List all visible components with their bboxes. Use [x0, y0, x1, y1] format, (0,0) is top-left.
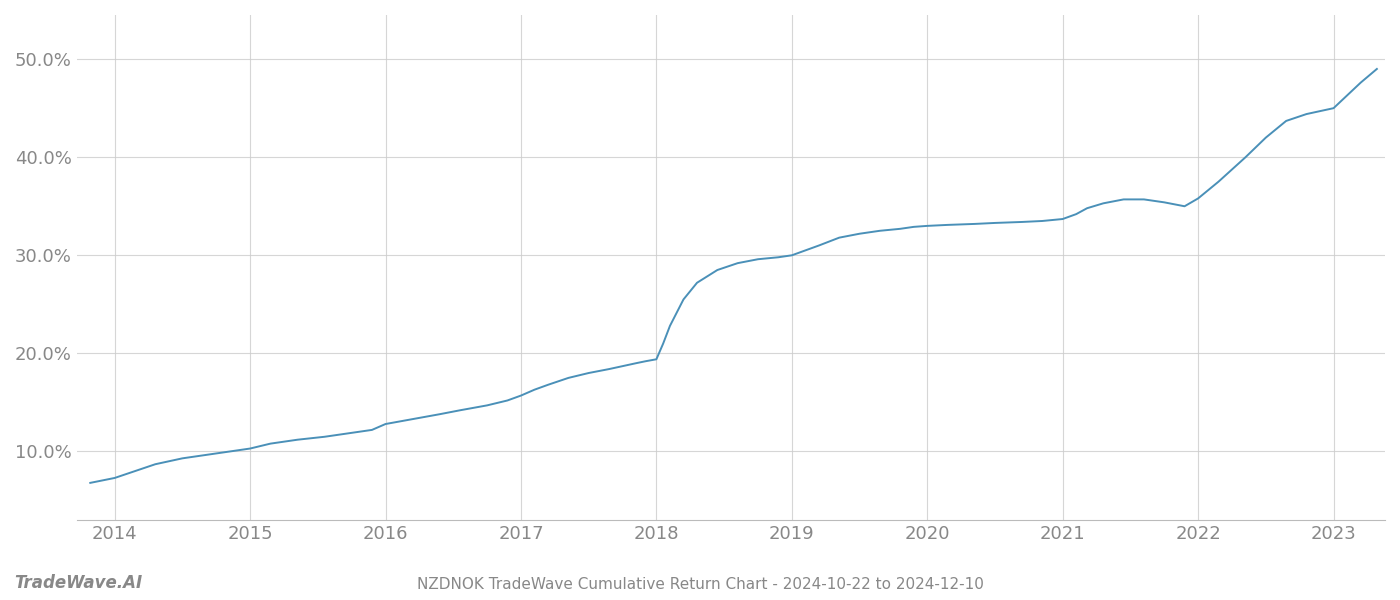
Text: NZDNOK TradeWave Cumulative Return Chart - 2024-10-22 to 2024-12-10: NZDNOK TradeWave Cumulative Return Chart… — [417, 577, 983, 592]
Text: TradeWave.AI: TradeWave.AI — [14, 574, 143, 592]
